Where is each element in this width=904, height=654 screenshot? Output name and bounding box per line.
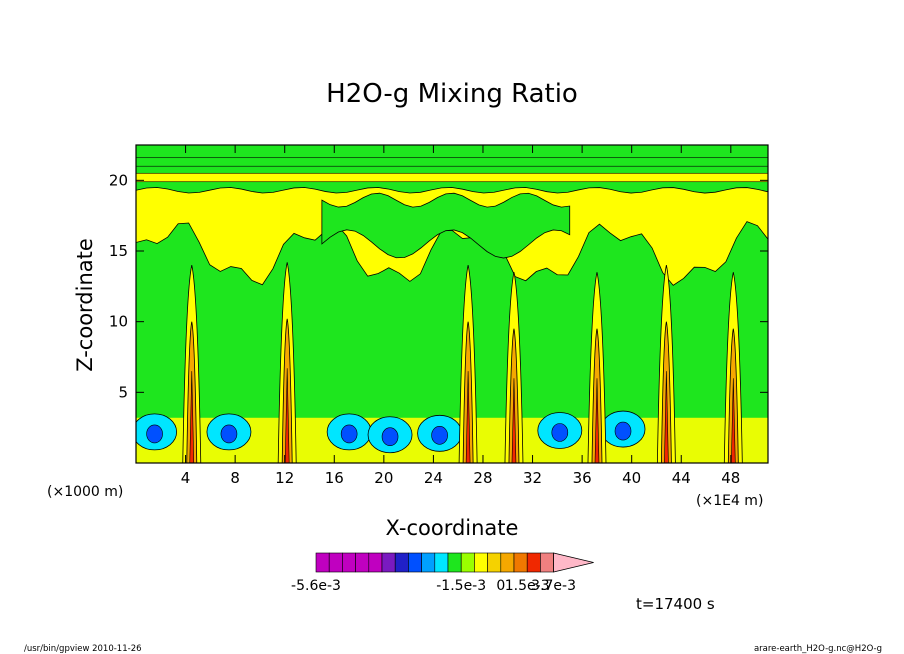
x-unit-right: (×1E4 m) [696,493,763,509]
colorbar-arrow [553,552,594,573]
upper-layer-gap [321,192,571,259]
colorbar-swatch [447,552,462,573]
colorbar-swatch [460,552,475,573]
x-tick-label: 44 [672,469,691,487]
y-axis-label: Z-coordinate [73,238,97,372]
contour-field [136,145,768,463]
updraft-center [511,378,517,463]
colorbar-label: -1.5e-3 [436,578,486,594]
colorbar-swatch [394,552,409,573]
minimum-core [220,424,238,444]
x-tick-label: 16 [325,469,344,487]
updraft-center [594,378,600,463]
y-tick-label: 10 [109,313,128,331]
y-tick-label: 20 [109,171,128,189]
minimum-core [340,424,358,444]
colorbar-swatch [342,552,356,573]
colorbar-swatch [315,552,330,573]
updraft-center [664,371,669,463]
colorbar-swatch [355,552,370,573]
colorbar-swatch [381,552,396,573]
updraft-center [189,371,195,463]
y-axis-ticks: 5 10 15 20 [109,171,768,401]
chart-title: H2O-g Mixing Ratio [326,79,578,109]
colorbar-label: 1.5e-3 [505,578,550,594]
x-unit-left: (×1000 m) [47,484,123,500]
x-tick-label: 24 [424,469,443,487]
colorbar-swatch [487,552,502,573]
x-tick-label: 20 [374,469,393,487]
x-tick-label: 28 [473,469,492,487]
x-tick-label: 36 [573,469,592,487]
x-axis-ticks: 4 8 12 16 20 24 28 32 36 40 44 48 [181,145,740,487]
minimum-core [431,426,448,445]
plot-frame [135,144,769,464]
x-tick-label: 12 [275,469,294,487]
colorbar-swatch [434,552,449,573]
colorbar [315,552,594,573]
x-tick-label: 8 [230,469,240,487]
colorbar-swatch [513,552,528,573]
colorbar-swatch [408,552,422,573]
file-info: arare-earth_H2O-g.nc@H2O-g [754,644,882,654]
minimum-core [614,421,632,441]
upper-stripe [136,157,768,167]
upper-stripe [136,172,768,183]
x-tick-label: 32 [523,469,542,487]
minimum-core [146,424,163,444]
colorbar-label: 0 [496,578,505,594]
colorbar-labels: -5.6e-3 -1.5e-3 0 1.5e-33.7e-3 [291,578,576,594]
colorbar-swatch [526,552,541,573]
minimum-core [381,427,399,447]
program-info: /usr/bin/gpview 2010-11-26 [24,644,142,654]
updraft-center [465,371,471,463]
colorbar-swatch [421,552,436,573]
x-tick-label: 48 [721,469,740,487]
y-tick-label: 15 [109,242,128,260]
x-tick-label: 4 [181,469,191,487]
colorbar-swatch [540,552,554,573]
colorbar-swatch [368,552,383,573]
colorbar-swatch [474,552,488,573]
x-axis-label: X-coordinate [386,516,519,540]
colorbar-swatch [500,552,515,573]
minimum-core [551,423,569,442]
time-label: t=17400 s [636,595,715,613]
y-tick-label: 5 [118,383,128,401]
colorbar-swatch [328,552,343,573]
updraft-center [731,378,736,463]
updraft-center [284,368,290,463]
colorbar-label: -5.6e-3 [291,578,341,594]
colorbar-label: 3.7e-3 [531,578,576,594]
x-tick-label: 40 [622,469,641,487]
